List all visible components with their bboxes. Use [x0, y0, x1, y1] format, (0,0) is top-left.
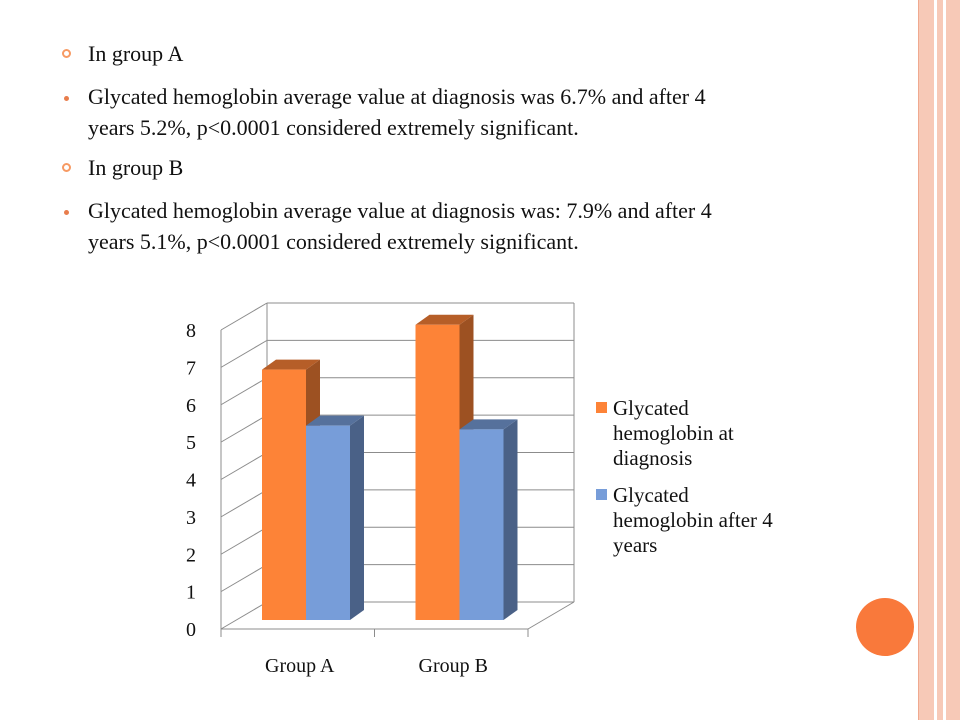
bar-top-face	[459, 419, 518, 430]
legend-label: Glycated	[613, 483, 689, 507]
side-wall-gridline	[220, 377, 268, 406]
bullet-line: In group B	[88, 155, 184, 180]
y-tick-label: 8	[186, 320, 196, 342]
bullet-line: In group A	[88, 41, 184, 66]
side-wall-gridline	[220, 452, 268, 480]
y-tick-label: 3	[186, 507, 196, 529]
bullet-dot-icon	[64, 96, 69, 101]
bullet-dot-icon	[64, 210, 69, 215]
chart-labels: 0 1 2 3 4 5 6 7 8 Group A Group B	[186, 320, 488, 677]
x-category-label: Group A	[265, 655, 335, 677]
legend-label: Glycated	[613, 396, 689, 420]
bar-side-face	[503, 419, 518, 620]
bar-side-face	[350, 415, 364, 620]
bullet-line: Glycated hemoglobin average value at dia…	[88, 84, 706, 109]
decorative-circle	[856, 598, 914, 656]
legend-swatch	[596, 402, 607, 413]
bar-top-face	[415, 314, 474, 325]
bullet-group-b-detail: Glycated hemoglobin average value at dia…	[88, 195, 858, 257]
decorative-stripe	[946, 0, 960, 720]
side-wall-gridline	[220, 414, 268, 443]
bullet-line: years 5.2%, p<0.0001 considered extremel…	[88, 115, 579, 140]
side-wall-gridline	[220, 489, 268, 518]
side-wall-gridline	[220, 601, 268, 630]
x-category-label: Group B	[419, 655, 488, 677]
legend-label: hemoglobin at	[613, 421, 734, 445]
bar	[306, 425, 350, 620]
bullet-group-b-heading: In group B	[88, 152, 858, 183]
bullet-group-a-heading: In group A	[88, 38, 858, 69]
floor-right-edge	[527, 601, 575, 630]
y-tick-label: 0	[186, 619, 196, 641]
bar	[415, 324, 460, 620]
bullet-line: Glycated hemoglobin average value at dia…	[88, 198, 712, 223]
decorative-stripe	[918, 0, 934, 720]
y-tick-label: 6	[186, 395, 196, 417]
y-tick-label: 7	[186, 357, 196, 379]
y-tick-label: 4	[186, 470, 196, 492]
legend-swatch	[596, 489, 607, 500]
legend-label: years	[613, 533, 657, 557]
bar-top-face	[262, 359, 320, 370]
bullet-line: years 5.1%, p<0.0001 considered extremel…	[88, 229, 579, 254]
legend-label: hemoglobin after 4	[613, 508, 773, 532]
side-wall-gridline	[220, 526, 268, 555]
bullet-ring-icon	[62, 163, 71, 172]
decorative-stripe-gap	[934, 0, 937, 720]
bar	[459, 429, 504, 620]
side-wall-gridline	[220, 339, 268, 368]
side-wall-gridline	[220, 564, 268, 593]
chart-bars	[262, 314, 518, 620]
y-tick-label: 2	[186, 544, 196, 566]
bar	[262, 369, 306, 620]
decorative-stripe	[937, 0, 943, 720]
bar-top-face	[306, 415, 364, 426]
decorative-stripe-gap	[943, 0, 946, 720]
chart-axes	[220, 330, 575, 637]
y-tick-label: 1	[186, 582, 196, 604]
decorative-stripe-line	[918, 0, 919, 720]
bullet-group-a-detail: Glycated hemoglobin average value at dia…	[88, 81, 858, 143]
y-tick-label: 5	[186, 432, 196, 454]
side-wall-gridline	[220, 302, 268, 331]
legend-label: diagnosis	[613, 446, 692, 470]
bullet-ring-icon	[62, 49, 71, 58]
